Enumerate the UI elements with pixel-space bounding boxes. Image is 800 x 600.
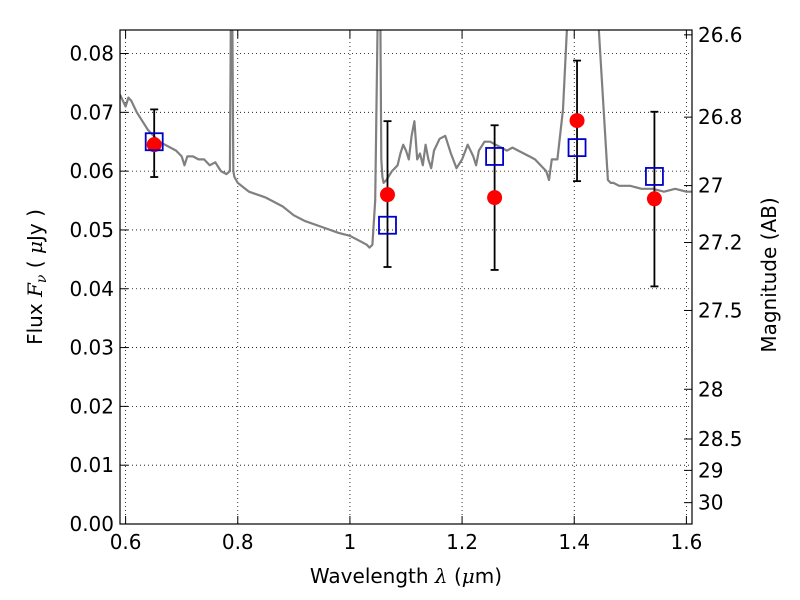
right-axis-label: Magnitude (AB) bbox=[757, 197, 781, 352]
right-tick-label: 26.6 bbox=[698, 23, 743, 47]
label-part: μ bbox=[462, 564, 475, 588]
right-tick-label: 28.5 bbox=[698, 427, 743, 451]
y-tick-label: 0.00 bbox=[69, 512, 114, 536]
x-tick-label: 1.6 bbox=[670, 530, 702, 554]
label-part: ( bbox=[23, 254, 47, 275]
x-tick-label: 1.2 bbox=[446, 530, 478, 554]
x-tick-label: 0.8 bbox=[222, 530, 254, 554]
observed-point bbox=[146, 137, 162, 153]
label-part: μ bbox=[23, 241, 47, 254]
y-tick-label: 0.04 bbox=[69, 277, 114, 301]
right-axis-ticks: 26.6 26.8 27 27.2 27.5 28 28.5 29 30 bbox=[684, 23, 743, 515]
right-tick-label: 30 bbox=[698, 491, 723, 515]
label-part: m) bbox=[475, 564, 502, 588]
y-tick-label: 0.08 bbox=[69, 42, 114, 66]
label-part: ν bbox=[34, 274, 50, 283]
model-photometry-point bbox=[485, 147, 505, 166]
right-tick-label: 27.2 bbox=[698, 231, 743, 255]
plot-frame bbox=[119, 29, 693, 525]
y-tick-label: 0.07 bbox=[69, 100, 114, 124]
label-part: ( bbox=[448, 564, 462, 588]
x-axis-ticks: 0.6 0.8 1 1.2 1.4 1.6 bbox=[110, 30, 702, 554]
label-part: λ bbox=[434, 564, 448, 588]
model-photometry-point bbox=[567, 138, 587, 158]
right-tick-label: 27.5 bbox=[698, 298, 743, 322]
y-axis-label: Flux Fν ( μJy ) bbox=[23, 209, 50, 345]
right-tick-label: 26.8 bbox=[698, 105, 743, 129]
model-photometry-point bbox=[378, 215, 397, 235]
y-tick-label: 0.05 bbox=[69, 218, 114, 242]
right-tick-label: 28 bbox=[698, 377, 723, 401]
right-tick-label: 27 bbox=[698, 174, 723, 198]
y-axis-ticks: 0.00 0.01 0.02 0.03 0.04 0.05 0.06 0.07 0.08 bbox=[69, 42, 128, 536]
observed-point bbox=[379, 187, 395, 203]
label-part: F bbox=[23, 282, 47, 298]
observed-points bbox=[146, 113, 662, 207]
observed-point bbox=[569, 113, 585, 129]
y-tick-label: 0.03 bbox=[69, 336, 114, 360]
y-tick-label: 0.02 bbox=[69, 394, 114, 418]
observed-point bbox=[646, 191, 662, 207]
label-part: Flux bbox=[23, 297, 47, 345]
x-tick-label: 1.4 bbox=[558, 530, 590, 554]
grid-lines bbox=[120, 30, 692, 525]
observed-point bbox=[487, 190, 503, 206]
y-tick-label: 0.06 bbox=[69, 159, 114, 183]
x-tick-label: 0.6 bbox=[110, 530, 142, 554]
label-part: Jy ) bbox=[23, 209, 47, 243]
x-axis-label: Wavelength λ (μm) bbox=[310, 564, 502, 588]
model-photometry-point bbox=[645, 167, 664, 186]
model-photometry-point bbox=[144, 132, 164, 152]
x-tick-label: 1 bbox=[344, 530, 357, 554]
label-part: Wavelength bbox=[310, 564, 435, 588]
y-tick-label: 0.01 bbox=[69, 453, 114, 477]
model-spectrum-series bbox=[120, 30, 692, 249]
right-tick-label: 29 bbox=[698, 458, 723, 482]
model-spectrum-line bbox=[120, 30, 692, 249]
model-photometry-points bbox=[144, 132, 664, 235]
